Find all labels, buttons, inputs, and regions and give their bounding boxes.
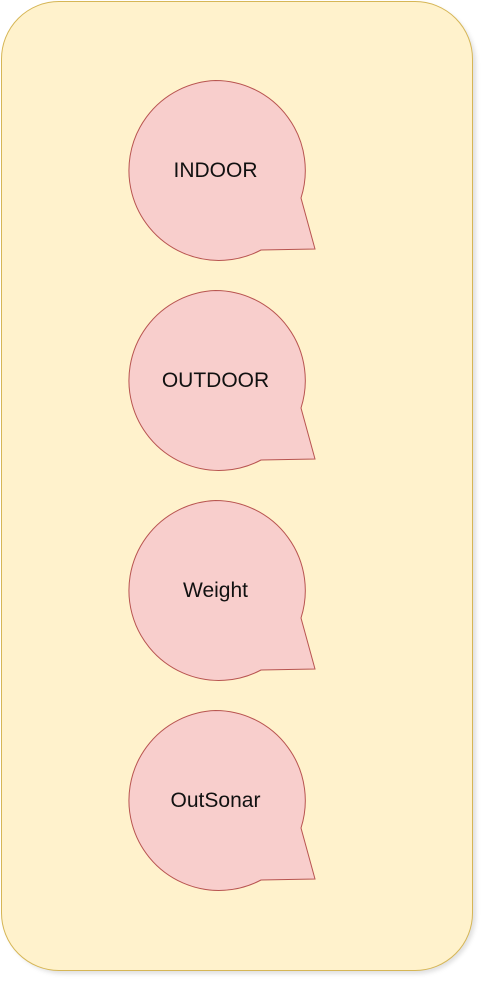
callout-circle-icon <box>128 79 316 261</box>
callout-circle-icon <box>128 289 316 471</box>
node-label: Weight <box>183 578 248 602</box>
node-outdoor[interactable]: OUTDOOR <box>125 289 317 472</box>
callout-circle-icon <box>128 709 316 891</box>
node-indoor[interactable]: INDOOR <box>125 79 317 262</box>
callout-circle-icon <box>128 499 316 681</box>
node-outsonar[interactable]: OutSonar <box>125 709 317 892</box>
node-label: OUTDOOR <box>161 368 270 392</box>
node-label: OutSonar <box>170 788 261 812</box>
node-weight[interactable]: Weight <box>125 499 317 682</box>
node-label: INDOOR <box>173 158 258 182</box>
